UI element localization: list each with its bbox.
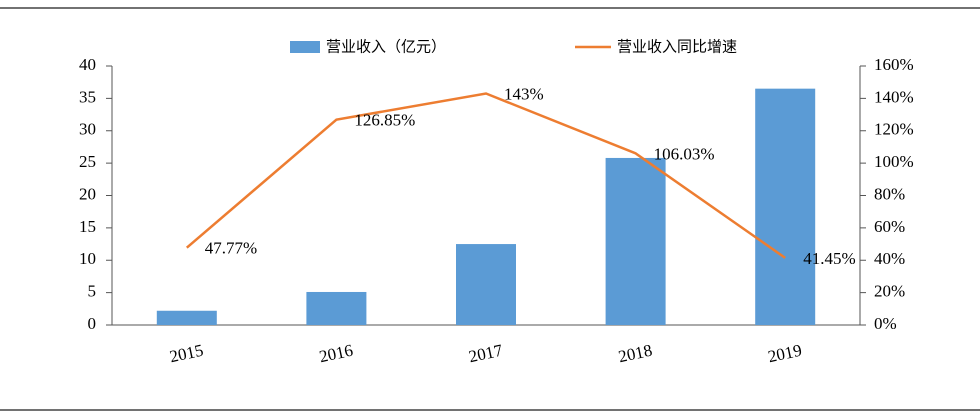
y2-tick-label: 120% <box>874 120 914 139</box>
y-tick-label: 15 <box>79 217 96 236</box>
y-tick-label: 25 <box>79 152 96 171</box>
y2-tick-label: 40% <box>874 249 905 268</box>
data-label: 47.77% <box>205 239 257 258</box>
y-tick-label: 10 <box>79 249 96 268</box>
y2-tick-label: 60% <box>874 217 905 236</box>
data-label: 41.45% <box>803 249 855 268</box>
line <box>185 92 786 259</box>
bar <box>306 291 367 325</box>
legend-swatch <box>290 41 320 53</box>
x-tick-label: 2015 <box>168 341 205 367</box>
y2-tick-label: 140% <box>874 87 914 106</box>
y2-tick-label: 20% <box>874 282 905 301</box>
data-label: 126.85% <box>354 111 415 130</box>
y-tick-label: 5 <box>88 282 97 301</box>
y-tick-label: 0 <box>88 314 97 333</box>
legend-label: 营业收入同比增速 <box>617 38 737 56</box>
bar <box>755 88 816 325</box>
y-tick-label: 30 <box>79 120 96 139</box>
legend-label: 营业收入（亿元） <box>326 38 446 56</box>
data-label: 106.03% <box>654 144 715 163</box>
bar <box>156 310 217 325</box>
bar <box>456 244 516 325</box>
y-tick-label: 35 <box>79 87 96 106</box>
x-tick-label: 2017 <box>467 341 505 367</box>
y2-tick-label: 100% <box>874 152 914 171</box>
y-tick-label: 40 <box>79 55 96 74</box>
y2-tick-label: 160% <box>874 55 914 74</box>
bar <box>605 157 666 325</box>
x-tick-label: 2016 <box>317 341 354 367</box>
y2-tick-label: 80% <box>874 184 905 203</box>
x-tick-label: 2018 <box>617 341 654 367</box>
data-label: 143% <box>504 84 544 103</box>
y2-tick-label: 0% <box>874 314 897 333</box>
x-tick-label: 2019 <box>766 341 803 367</box>
y-tick-label: 20 <box>79 184 96 203</box>
